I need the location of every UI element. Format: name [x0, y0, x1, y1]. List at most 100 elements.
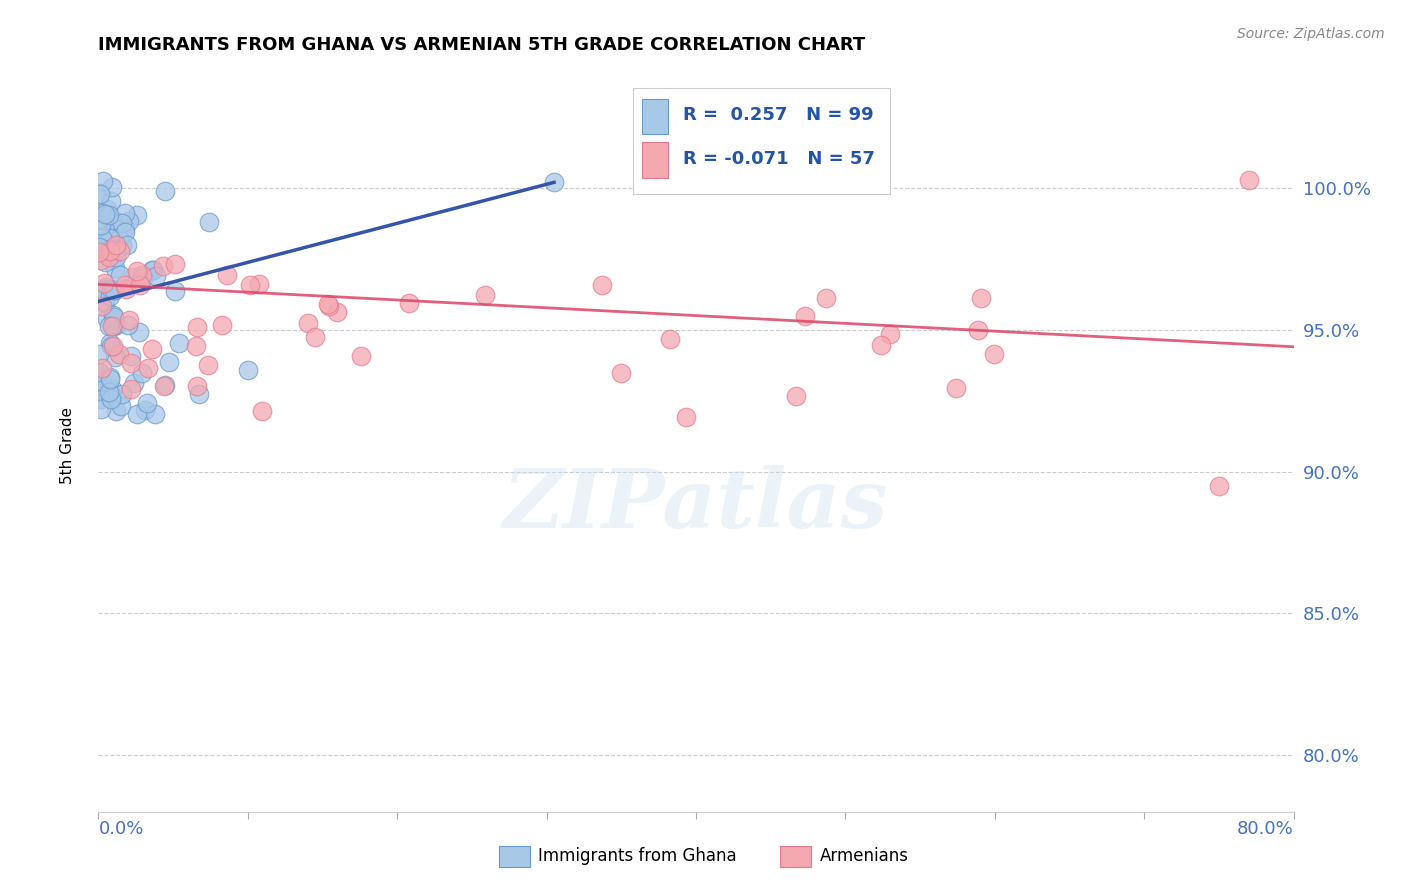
Point [93, 222, 115, 236]
Point [145, 268, 167, 283]
Point [239, 278, 262, 293]
Text: IMMIGRANTS FROM GHANA VS ARMENIAN 5TH GRADE CORRELATION CHART: IMMIGRANTS FROM GHANA VS ARMENIAN 5TH GR… [98, 36, 866, 54]
Point [90, 244, 112, 258]
Text: Immigrants from Ghana: Immigrants from Ghana [538, 847, 737, 865]
Point [184, 338, 207, 352]
Point [100, 392, 122, 406]
Point [197, 358, 219, 372]
Point [153, 377, 176, 392]
Point [117, 318, 139, 333]
Point [165, 257, 187, 271]
Point [91, 283, 114, 297]
Point [121, 269, 143, 284]
Point [98, 319, 121, 334]
Point [91, 230, 114, 244]
Point [91, 282, 114, 296]
Point [879, 327, 901, 342]
Point [104, 350, 127, 364]
Point [98, 232, 121, 246]
Point [90, 219, 112, 233]
Point [90, 252, 112, 267]
Point [93, 382, 115, 396]
Point [108, 244, 131, 259]
Point [250, 404, 273, 418]
Point [101, 311, 124, 326]
Text: ZIPatlas: ZIPatlas [503, 465, 889, 544]
Point [97, 384, 120, 399]
Bar [643, 98, 668, 134]
Point [157, 355, 180, 369]
Point [198, 215, 221, 229]
Point [131, 366, 153, 380]
Point [96, 202, 118, 216]
Point [89, 366, 111, 380]
Point [127, 407, 149, 421]
Point [115, 282, 138, 296]
Point [91, 382, 114, 396]
Point [91, 213, 114, 227]
Point [111, 237, 134, 252]
Point [128, 325, 150, 339]
Point [100, 282, 122, 296]
Point [105, 251, 128, 265]
Point [101, 180, 124, 194]
Point [89, 245, 111, 260]
Text: R = -0.071   N = 57: R = -0.071 N = 57 [683, 150, 875, 169]
Point [97, 208, 120, 222]
Point [318, 299, 340, 313]
Text: Armenians: Armenians [820, 847, 908, 865]
Point [120, 349, 142, 363]
Point [100, 389, 122, 403]
Point [120, 382, 142, 396]
Point [236, 363, 259, 377]
Point [91, 206, 114, 220]
Point [167, 336, 190, 351]
Point [870, 338, 893, 352]
Point [98, 370, 121, 384]
Point [609, 367, 631, 381]
Point [108, 232, 131, 246]
Point [110, 399, 132, 413]
Point [105, 243, 128, 257]
Point [211, 318, 233, 332]
Point [247, 277, 270, 292]
Point [87, 383, 110, 397]
Point [304, 330, 326, 344]
Point [136, 396, 159, 410]
Point [101, 213, 124, 227]
Point [98, 250, 121, 264]
Point [89, 212, 111, 227]
Point [398, 296, 420, 310]
Point [94, 295, 117, 310]
Point [163, 284, 186, 298]
Point [94, 207, 117, 221]
Point [89, 234, 111, 248]
Point [111, 386, 134, 401]
Point [98, 243, 121, 257]
Point [350, 349, 373, 363]
Point [794, 309, 817, 323]
Point [814, 291, 837, 305]
Point [675, 409, 697, 424]
Point [94, 279, 117, 293]
Point [105, 215, 128, 229]
Point [945, 381, 967, 395]
Bar [633, 87, 890, 194]
Point [297, 316, 319, 330]
Point [100, 194, 122, 208]
Point [104, 246, 127, 260]
Point [87, 240, 110, 254]
Point [104, 283, 127, 297]
Point [91, 299, 114, 313]
Point [592, 278, 614, 293]
Point [98, 289, 121, 303]
Point [90, 374, 112, 388]
Point [983, 347, 1005, 361]
Point [104, 238, 127, 252]
Point [659, 332, 682, 346]
Point [98, 231, 121, 245]
Point [101, 318, 124, 332]
Point [118, 313, 141, 327]
Point [96, 311, 118, 326]
Point [132, 271, 155, 285]
